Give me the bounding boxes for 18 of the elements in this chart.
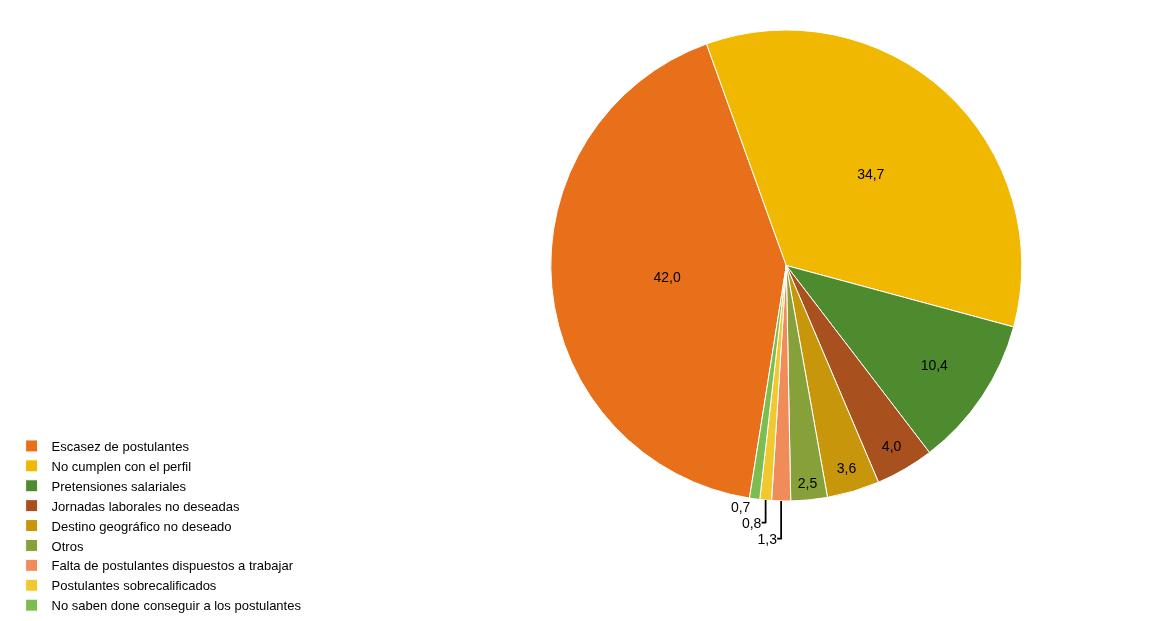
legend-label: Destino geográfico no deseado — [51, 518, 232, 534]
legend-label: Escasez de postulantes — [51, 439, 190, 455]
data-label: 2,5 — [797, 474, 818, 491]
data-label: 4,0 — [881, 438, 902, 455]
legend-label: No saben done conseguir a los postulantes — [51, 598, 302, 614]
data-label: 34,7 — [857, 165, 885, 182]
data-label: 10,4 — [920, 356, 949, 373]
data-label: 42,0 — [653, 268, 681, 285]
data-label: 0,8 — [741, 514, 762, 531]
data-label: 3,6 — [836, 460, 857, 477]
legend-label: Pretensiones salariales — [51, 478, 187, 494]
legend-label: Postulantes sobrecalificados — [51, 578, 217, 594]
legend-label: Jornadas laborales no deseadas — [51, 498, 241, 514]
data-label: 1,3 — [757, 530, 778, 547]
legend-label: No cumplen con el perfil — [51, 458, 192, 474]
legend-label: Falta de postulantes dispuestos a trabajar — [51, 558, 294, 574]
legend-label: Otros — [51, 538, 84, 554]
data-label: 0,7 — [730, 498, 751, 515]
